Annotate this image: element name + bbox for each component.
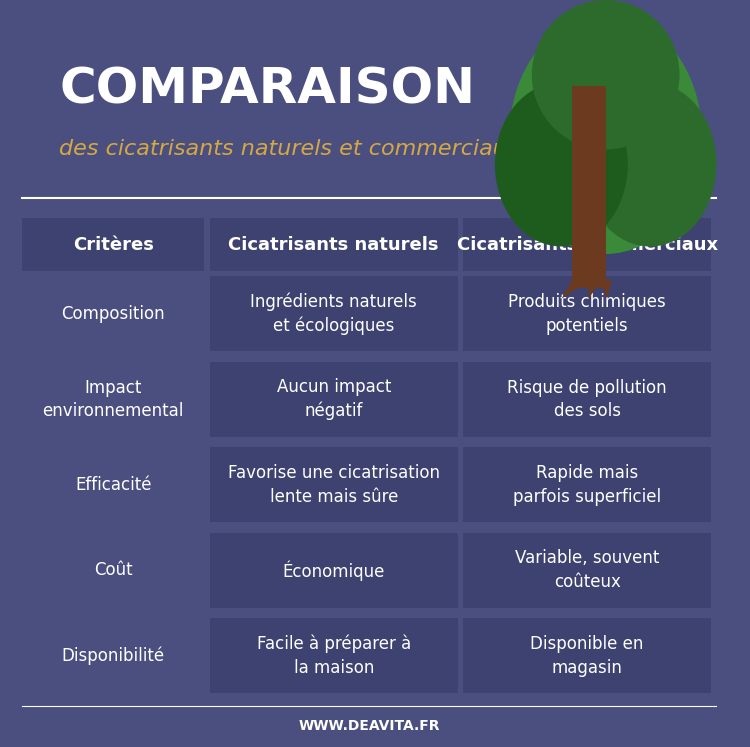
Text: Facile à préparer à
la maison: Facile à préparer à la maison bbox=[256, 635, 411, 677]
Ellipse shape bbox=[532, 0, 680, 149]
Text: Aucun impact
négatif: Aucun impact négatif bbox=[277, 378, 391, 421]
Polygon shape bbox=[561, 280, 611, 299]
Ellipse shape bbox=[510, 15, 702, 254]
FancyBboxPatch shape bbox=[22, 533, 205, 608]
Text: Rapide mais
parfois superficiel: Rapide mais parfois superficiel bbox=[513, 464, 662, 506]
FancyBboxPatch shape bbox=[572, 86, 606, 288]
Text: Composition: Composition bbox=[62, 305, 165, 323]
Text: Variable, souvent
coûteux: Variable, souvent coûteux bbox=[515, 550, 659, 591]
Text: Efficacité: Efficacité bbox=[75, 476, 152, 494]
FancyBboxPatch shape bbox=[463, 619, 711, 693]
FancyBboxPatch shape bbox=[209, 276, 458, 351]
Text: des cicatrisants naturels et commerciaux: des cicatrisants naturels et commerciaux bbox=[59, 140, 520, 159]
FancyBboxPatch shape bbox=[209, 362, 458, 437]
Ellipse shape bbox=[495, 82, 628, 247]
FancyBboxPatch shape bbox=[463, 276, 711, 351]
Text: Impact
environnemental: Impact environnemental bbox=[43, 379, 184, 420]
Text: WWW.DEAVITA.FR: WWW.DEAVITA.FR bbox=[298, 719, 440, 733]
Text: Cicatrisants naturels: Cicatrisants naturels bbox=[229, 235, 439, 254]
Text: Disponible en
magasin: Disponible en magasin bbox=[530, 635, 644, 677]
FancyBboxPatch shape bbox=[22, 619, 205, 693]
Text: Risque de pollution
des sols: Risque de pollution des sols bbox=[507, 379, 667, 420]
FancyBboxPatch shape bbox=[209, 619, 458, 693]
FancyBboxPatch shape bbox=[209, 447, 458, 522]
FancyBboxPatch shape bbox=[22, 362, 205, 437]
FancyBboxPatch shape bbox=[463, 218, 711, 271]
FancyBboxPatch shape bbox=[463, 447, 711, 522]
Text: Coût: Coût bbox=[94, 561, 133, 579]
FancyBboxPatch shape bbox=[463, 362, 711, 437]
FancyBboxPatch shape bbox=[463, 533, 711, 608]
Text: Favorise une cicatrisation
lente mais sûre: Favorise une cicatrisation lente mais sû… bbox=[228, 464, 440, 506]
Text: Cicatrisants commerciaux: Cicatrisants commerciaux bbox=[457, 235, 718, 254]
Text: Ingrédients naturels
et écologiques: Ingrédients naturels et écologiques bbox=[251, 293, 417, 335]
FancyBboxPatch shape bbox=[209, 218, 458, 271]
Text: Produits chimiques
potentiels: Produits chimiques potentiels bbox=[509, 293, 666, 335]
Ellipse shape bbox=[584, 82, 716, 247]
Text: Critères: Critères bbox=[73, 235, 154, 254]
Text: COMPARAISON: COMPARAISON bbox=[59, 66, 475, 114]
Text: Disponibilité: Disponibilité bbox=[62, 646, 165, 665]
FancyBboxPatch shape bbox=[22, 447, 205, 522]
FancyBboxPatch shape bbox=[22, 218, 205, 271]
FancyBboxPatch shape bbox=[22, 276, 205, 351]
FancyBboxPatch shape bbox=[209, 533, 458, 608]
Text: Économique: Économique bbox=[283, 560, 385, 580]
